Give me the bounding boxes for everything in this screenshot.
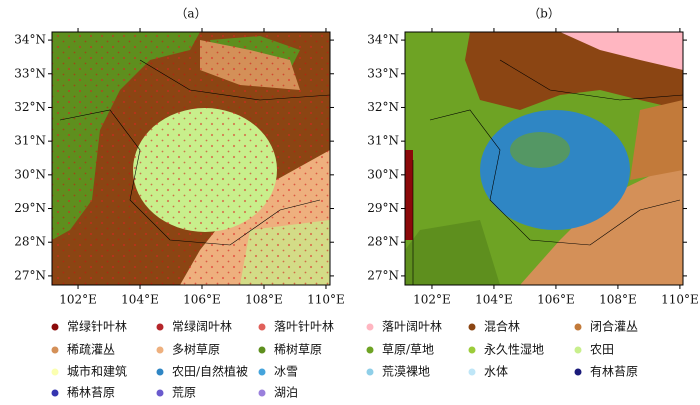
legend-label: 稀树草原 bbox=[274, 342, 322, 357]
legend-swatch bbox=[366, 323, 374, 331]
x-tick-label: 110°E bbox=[307, 293, 345, 307]
legend-label: 水体 bbox=[484, 365, 508, 379]
legend-swatch bbox=[258, 368, 266, 376]
land-cover bbox=[405, 220, 500, 285]
y-tick-label: 29°N bbox=[14, 201, 46, 215]
legend-swatch bbox=[156, 346, 164, 354]
land-cover bbox=[405, 150, 413, 240]
y-tick-label: 28°N bbox=[367, 235, 399, 249]
legend-swatch bbox=[468, 368, 476, 376]
x-tick-label: 104°E bbox=[475, 293, 513, 307]
legend-label: 荒原 bbox=[172, 386, 196, 400]
legend-swatch bbox=[258, 389, 266, 397]
legend-label: 农田/自然植被 bbox=[172, 364, 248, 379]
boundary bbox=[59, 59, 330, 246]
legend-swatch bbox=[574, 368, 582, 376]
land-cover bbox=[630, 100, 683, 180]
x-tick-label: 106°E bbox=[183, 293, 221, 307]
legend-label: 常绿阔叶林 bbox=[172, 319, 232, 334]
stations bbox=[52, 32, 330, 285]
y-tick-label: 33°N bbox=[367, 66, 399, 80]
legend-label: 稀林苔原 bbox=[67, 386, 115, 400]
map-a bbox=[52, 32, 330, 285]
y-tick-label: 33°N bbox=[14, 66, 46, 80]
legend-swatch bbox=[366, 368, 374, 376]
legend-swatch bbox=[258, 323, 266, 331]
y-tick-label: 27°N bbox=[367, 268, 399, 282]
x-tick-label: 104°E bbox=[121, 293, 159, 307]
y-tick-label: 30°N bbox=[14, 167, 46, 181]
boundary bbox=[412, 59, 683, 285]
legend-label: 草原/草地 bbox=[382, 343, 434, 357]
land-cover bbox=[520, 160, 683, 285]
map-b bbox=[405, 32, 683, 285]
legend-swatch bbox=[468, 323, 476, 331]
legend-swatch bbox=[156, 323, 164, 331]
legend-label: 农田 bbox=[590, 343, 614, 357]
legend-label: 湖泊 bbox=[274, 385, 298, 400]
legend-label: 落叶阔叶林 bbox=[382, 320, 442, 334]
y-tick-label: 32°N bbox=[367, 100, 399, 114]
legend-label: 混合林 bbox=[484, 319, 520, 334]
legend-label: 落叶针叶林 bbox=[274, 319, 334, 334]
legend-label: 稀疏灌丛 bbox=[67, 342, 115, 357]
y-tick-label: 34°N bbox=[14, 33, 46, 47]
y-tick-label: 28°N bbox=[14, 235, 46, 249]
x-tick-label: 106°E bbox=[537, 293, 575, 307]
x-tick-label: 102°E bbox=[59, 293, 97, 307]
y-tick-label: 31°N bbox=[367, 134, 399, 148]
x-tick-label: 108°E bbox=[599, 293, 637, 307]
y-tick-label: 27°N bbox=[14, 268, 46, 282]
legend-swatch bbox=[258, 346, 266, 354]
x-tick-label: 108°E bbox=[245, 293, 283, 307]
legend-swatch bbox=[574, 323, 582, 331]
legend-label: 城市和建筑 bbox=[67, 364, 127, 379]
x-tick-label: 102°E bbox=[413, 293, 451, 307]
panel-label: （a） bbox=[175, 7, 206, 21]
y-tick-label: 31°N bbox=[14, 134, 46, 148]
panel-label: （b） bbox=[528, 7, 560, 21]
legend-label: 永久性湿地 bbox=[484, 342, 544, 357]
legend-label: 多树草原 bbox=[172, 342, 220, 357]
y-tick-label: 32°N bbox=[14, 100, 46, 114]
land-cover bbox=[560, 32, 683, 70]
legend-label: 荒漠裸地 bbox=[382, 364, 430, 379]
legend-swatch bbox=[156, 389, 164, 397]
legend-swatch bbox=[574, 346, 582, 354]
legend-label: 有林苔原 bbox=[590, 365, 638, 379]
y-tick-label: 29°N bbox=[367, 201, 399, 215]
legend-label: 冰雪 bbox=[274, 365, 298, 379]
legend-swatch bbox=[51, 389, 59, 397]
legend-swatch bbox=[156, 368, 164, 376]
legend-swatch bbox=[366, 346, 374, 354]
legend-label: 常绿针叶林 bbox=[67, 319, 127, 334]
y-tick-label: 34°N bbox=[367, 33, 399, 47]
legend-swatch bbox=[468, 346, 476, 354]
map-frame bbox=[404, 31, 684, 286]
land-cover bbox=[480, 110, 630, 230]
legend-swatch bbox=[51, 323, 59, 331]
x-tick-label: 110°E bbox=[661, 293, 699, 307]
land-cover bbox=[510, 132, 570, 168]
map-frame bbox=[51, 31, 331, 286]
y-tick-label: 30°N bbox=[367, 167, 399, 181]
legend-swatch bbox=[51, 346, 59, 354]
legend-label: 闭合灌丛 bbox=[590, 319, 638, 334]
legend-swatch bbox=[51, 368, 59, 376]
